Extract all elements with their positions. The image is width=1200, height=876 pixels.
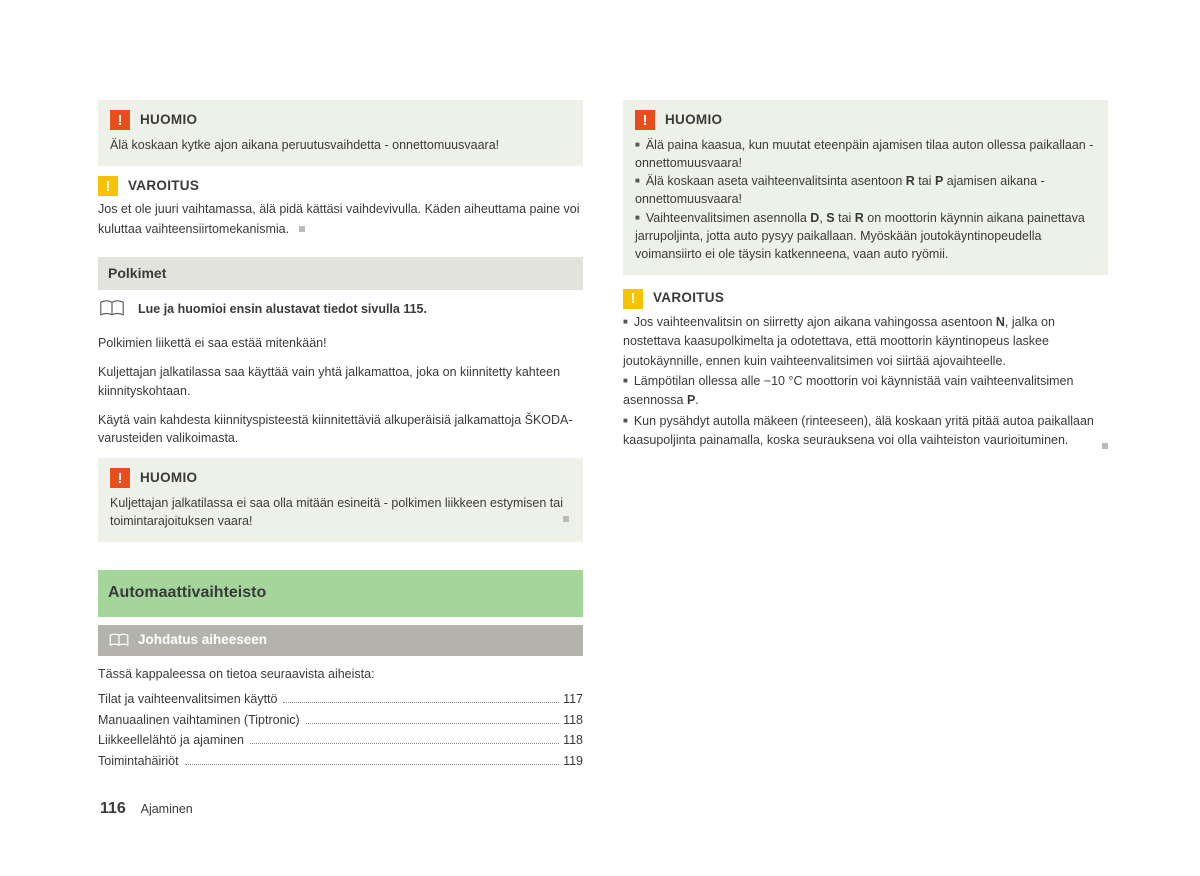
paragraph: Käytä vain kahdesta kiinnityspisteestä k… — [98, 411, 583, 449]
list: Älä paina kaasua, kun muutat eteenpäin a… — [635, 136, 1094, 263]
footer-section: Ajaminen — [141, 802, 193, 816]
toc-label: Toimintahäiriöt — [98, 753, 179, 771]
warning-icon: ! — [110, 468, 130, 488]
end-mark-icon — [299, 226, 305, 232]
read-first-text: Lue ja huomioi ensin alustavat tiedot si… — [138, 301, 427, 319]
toc-line: Liikkeellelähtö ja ajaminen 118 — [98, 732, 583, 750]
text: Jos et ole juuri vaihtamassa, älä pidä k… — [98, 202, 580, 235]
huomio-box-right: ! HUOMIO Älä paina kaasua, kun muutat et… — [623, 100, 1108, 275]
end-mark-icon — [563, 516, 569, 522]
toc-line: Manuaalinen vaihtaminen (Tiptronic) 118 — [98, 712, 583, 730]
toc-intro: Tässä kappaleessa on tietoa seuraavista … — [98, 666, 583, 684]
huomio-box-2: ! HUOMIO Kuljettajan jalkatilassa ei saa… — [98, 458, 583, 542]
left-column: ! HUOMIO Älä koskaan kytke ajon aikana p… — [98, 100, 583, 773]
paragraph: Kuljettajan jalkatilassa saa käyttää vai… — [98, 363, 583, 401]
huomio-box-1: ! HUOMIO Älä koskaan kytke ajon aikana p… — [98, 100, 583, 166]
paragraph: Polkimien liikettä ei saa estää mitenkää… — [98, 334, 583, 353]
sub-bar-label: Johdatus aiheeseen — [138, 631, 267, 650]
read-first: Lue ja huomioi ensin alustavat tiedot si… — [98, 298, 583, 320]
alert-header: ! VAROITUS — [623, 289, 1108, 309]
list-item: Kun pysähdyt autolla mäkeen (rinteeseen)… — [623, 412, 1108, 451]
page-footer: 116 Ajaminen — [100, 798, 193, 820]
alert-header: ! VAROITUS — [98, 176, 583, 196]
varoitus-section-1: ! VAROITUS Jos et ole juuri vaihtamassa,… — [98, 176, 583, 239]
alert-title: VAROITUS — [653, 289, 724, 308]
alert-body: Kuljettajan jalkatilassa ei saa olla mit… — [110, 494, 569, 530]
alert-title: HUOMIO — [140, 469, 197, 488]
list-item: Jos vaihteenvalitsin on siirretty ajon a… — [623, 313, 1108, 371]
end-mark-icon — [1102, 443, 1108, 449]
book-icon — [98, 298, 126, 320]
text: Kuljettajan jalkatilassa ei saa olla mit… — [110, 496, 563, 528]
toc-page: 118 — [563, 712, 583, 730]
toc-dots — [185, 764, 559, 765]
toc-page: 117 — [563, 691, 583, 709]
section-bar-polkimet: Polkimet — [98, 257, 583, 291]
page-number: 116 — [100, 800, 126, 817]
section-bar-auto: Automaattivaihteisto — [98, 570, 583, 616]
alert-header: ! HUOMIO — [110, 110, 569, 130]
toc-label: Manuaalinen vaihtaminen (Tiptronic) — [98, 712, 300, 730]
toc-dots — [250, 743, 559, 744]
alert-body: Jos vaihteenvalitsin on siirretty ajon a… — [623, 313, 1108, 451]
alert-title: HUOMIO — [665, 111, 722, 130]
toc-label: Tilat ja vaihteenvalitsimen käyttö — [98, 691, 277, 709]
alert-header: ! HUOMIO — [635, 110, 1094, 130]
alert-body: Jos et ole juuri vaihtamassa, älä pidä k… — [98, 200, 583, 239]
list-item: Vaihteenvalitsimen asennolla D, S tai R … — [635, 209, 1094, 263]
right-column: ! HUOMIO Älä paina kaasua, kun muutat et… — [623, 100, 1108, 773]
list-item: Lämpötilan ollessa alle −10 °C moottorin… — [623, 372, 1108, 411]
alert-body: Älä paina kaasua, kun muutat eteenpäin a… — [635, 136, 1094, 263]
list-item: Älä paina kaasua, kun muutat eteenpäin a… — [635, 136, 1094, 172]
toc-line: Toimintahäiriöt 119 — [98, 753, 583, 771]
varoitus-section-right: ! VAROITUS Jos vaihteenvalitsin on siirr… — [623, 289, 1108, 451]
alert-title: VAROITUS — [128, 177, 199, 196]
caution-icon: ! — [623, 289, 643, 309]
sub-bar-johdatus: Johdatus aiheeseen — [98, 625, 583, 656]
toc-dots — [306, 723, 559, 724]
alert-body: Älä koskaan kytke ajon aikana peruutusva… — [110, 136, 569, 154]
alert-title: HUOMIO — [140, 111, 197, 130]
list-item: Älä koskaan aseta vaihteenvalitsinta ase… — [635, 172, 1094, 208]
toc: Tilat ja vaihteenvalitsimen käyttö 117 Man… — [98, 691, 583, 770]
page-content: ! HUOMIO Älä koskaan kytke ajon aikana p… — [0, 0, 1200, 823]
toc-line: Tilat ja vaihteenvalitsimen käyttö 117 — [98, 691, 583, 709]
alert-header: ! HUOMIO — [110, 468, 569, 488]
warning-icon: ! — [635, 110, 655, 130]
toc-page: 119 — [563, 753, 583, 771]
list: Jos vaihteenvalitsin on siirretty ajon a… — [623, 313, 1108, 451]
caution-icon: ! — [98, 176, 118, 196]
toc-dots — [283, 702, 559, 703]
book-icon — [108, 632, 130, 648]
toc-label: Liikkeellelähtö ja ajaminen — [98, 732, 244, 750]
warning-icon: ! — [110, 110, 130, 130]
toc-page: 118 — [563, 732, 583, 750]
